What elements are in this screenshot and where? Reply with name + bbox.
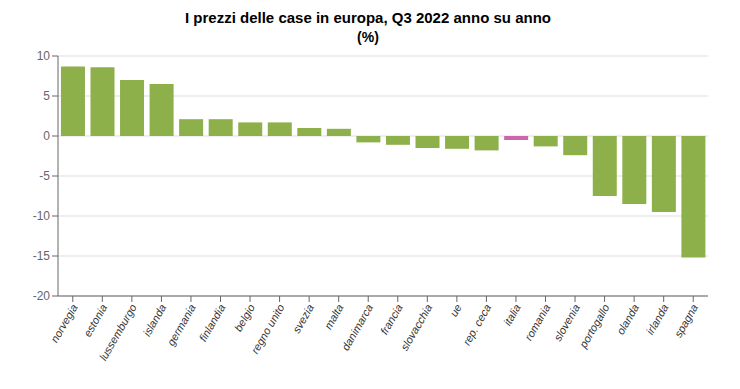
svg-text:belgio: belgio	[232, 302, 257, 333]
svg-text:svezia: svezia	[290, 302, 316, 335]
svg-text:0: 0	[43, 129, 50, 143]
svg-text:danimarca: danimarca	[339, 302, 375, 352]
svg-text:-10: -10	[33, 209, 51, 223]
svg-text:islanda: islanda	[141, 302, 169, 338]
svg-text:olanda: olanda	[614, 302, 641, 337]
svg-text:slovenia: slovenia	[551, 302, 582, 343]
html-text:I prezzi delle case in europa,: I prezzi delle case in europa, Q3 2022 a…	[185, 9, 551, 26]
svg-text:ue: ue	[447, 302, 464, 319]
svg-text:5: 5	[43, 89, 50, 103]
svg-text:germania: germania	[165, 302, 198, 348]
svg-text:-15: -15	[33, 249, 51, 263]
svg-text:10: 10	[37, 49, 51, 63]
svg-text:romania: romania	[522, 302, 552, 342]
svg-text:norvegia: norvegia	[48, 302, 79, 345]
svg-text:portogallo: portogallo	[576, 302, 611, 351]
svg-text:regno unito: regno unito	[249, 302, 287, 356]
svg-text:italia: italia	[501, 302, 523, 328]
svg-text:-5: -5	[39, 169, 50, 183]
svg-text:finlandia: finlandia	[197, 302, 228, 343]
svg-text:lussemburgo: lussemburgo	[97, 302, 139, 363]
svg-text:francia: francia	[378, 302, 405, 337]
svg-text:-20: -20	[33, 289, 51, 303]
svg-text:rep. ceca: rep. ceca	[460, 302, 493, 347]
svg-text:estonia: estonia	[81, 302, 109, 339]
svg-text:malta: malta	[322, 302, 346, 331]
svg-text:spagna: spagna	[672, 302, 700, 339]
svg-text:irlanda: irlanda	[644, 302, 671, 337]
svg-text:slovacchia: slovacchia	[398, 302, 434, 352]
